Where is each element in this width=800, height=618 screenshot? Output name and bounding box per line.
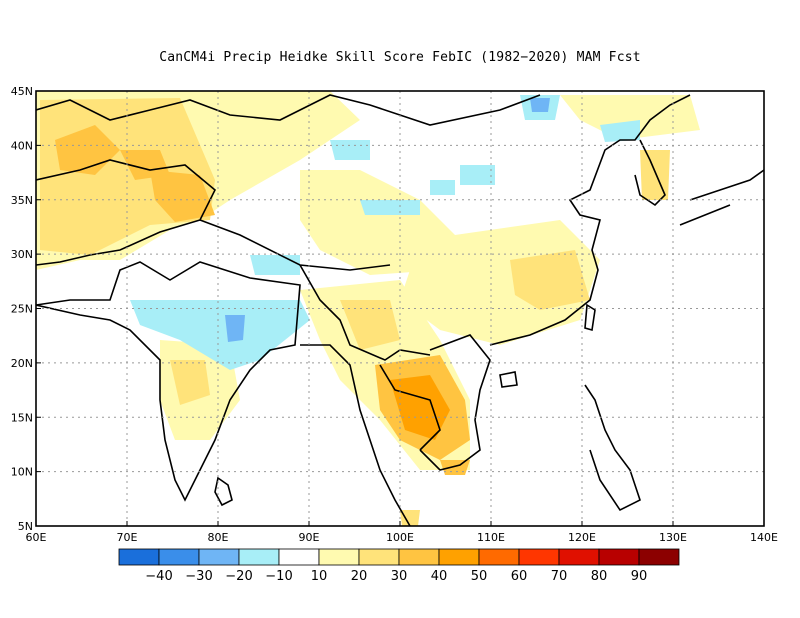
- lon-tick-label: 70E: [117, 531, 138, 544]
- colorbar-label: −40: [145, 569, 172, 584]
- colorbar-swatch: [118, 548, 160, 566]
- coastline-indochina: [300, 344, 411, 526]
- colorbar-label: −30: [185, 569, 212, 584]
- colorbar-label: −10: [265, 569, 292, 584]
- coastline-srilanka: [214, 476, 233, 507]
- lon-tick-label: 80E: [208, 531, 229, 544]
- lon-tick-label: 90E: [299, 531, 320, 544]
- colorbar-swatch: [158, 548, 200, 566]
- colorbar-swatch: [198, 548, 240, 566]
- colorbar-swatch: [478, 548, 520, 566]
- colorbar: −40 −30 −20 −10 10 20 30 40 50 60 70 80 90: [118, 548, 680, 584]
- positive-skill-areas: [36, 91, 700, 526]
- colorbar-label: 10: [311, 569, 328, 584]
- colorbar-swatch: [238, 548, 280, 566]
- longitude-ticks: 60E 70E 80E 90E 100E 110E 120E 130E 140E: [26, 521, 778, 544]
- colorbar-label: 40: [431, 569, 448, 584]
- colorbar-swatch: [518, 548, 560, 566]
- colorbar-swatch: [398, 548, 440, 566]
- colorbar-label: −20: [225, 569, 252, 584]
- lat-tick-label: 35N: [11, 194, 33, 207]
- lon-tick-label: 140E: [750, 531, 778, 544]
- colorbar-swatch: [438, 548, 480, 566]
- lon-tick-label: 130E: [659, 531, 687, 544]
- colorbar-swatch: [278, 548, 320, 566]
- grid-lines: [36, 91, 764, 526]
- colorbar-swatch: [318, 548, 360, 566]
- coastline-hainan: [499, 371, 518, 388]
- colorbar-label: 70: [551, 569, 568, 584]
- lon-tick-label: 110E: [477, 531, 505, 544]
- lon-tick-label: 100E: [386, 531, 414, 544]
- colorbar-label: 80: [591, 569, 608, 584]
- lat-tick-label: 10N: [11, 466, 33, 479]
- colorbar-swatch: [598, 548, 640, 566]
- colorbar-label: 20: [351, 569, 368, 584]
- colorbar-label: 60: [511, 569, 528, 584]
- colorbar-swatch: [358, 548, 400, 566]
- lat-tick-label: 5N: [18, 520, 33, 533]
- colorbar-label: 50: [471, 569, 488, 584]
- lon-tick-label: 120E: [568, 531, 596, 544]
- lat-tick-label: 40N: [11, 139, 33, 152]
- coastline-india: [36, 261, 301, 502]
- border-central-asia: [36, 159, 216, 266]
- lat-tick-label: 30N: [11, 248, 33, 261]
- border-thai: [379, 364, 441, 451]
- coastline-philippines: [584, 384, 641, 512]
- latitude-ticks: 5N 10N 15N 20N 25N 30N 35N 40N 45N: [11, 85, 41, 533]
- coastline-china: [489, 94, 691, 346]
- colorbar-swatch: [638, 548, 680, 566]
- lat-tick-label: 45N: [11, 85, 33, 98]
- coastline-vietnam: [419, 334, 491, 471]
- colorbar-label: 30: [391, 569, 408, 584]
- lat-tick-label: 20N: [11, 357, 33, 370]
- colorbar-swatch: [558, 548, 600, 566]
- coastline-taiwan: [584, 303, 596, 332]
- lon-tick-label: 60E: [26, 531, 47, 544]
- coastline-japan: [679, 169, 764, 226]
- border-north: [36, 94, 541, 126]
- colorbar-label: 90: [631, 569, 648, 584]
- map-title: CanCM4i Precip Heidke Skill Score FebIC …: [159, 50, 641, 65]
- lat-tick-label: 15N: [11, 411, 33, 424]
- lat-tick-label: 25N: [11, 303, 33, 316]
- negative-skill-areas: [130, 95, 640, 370]
